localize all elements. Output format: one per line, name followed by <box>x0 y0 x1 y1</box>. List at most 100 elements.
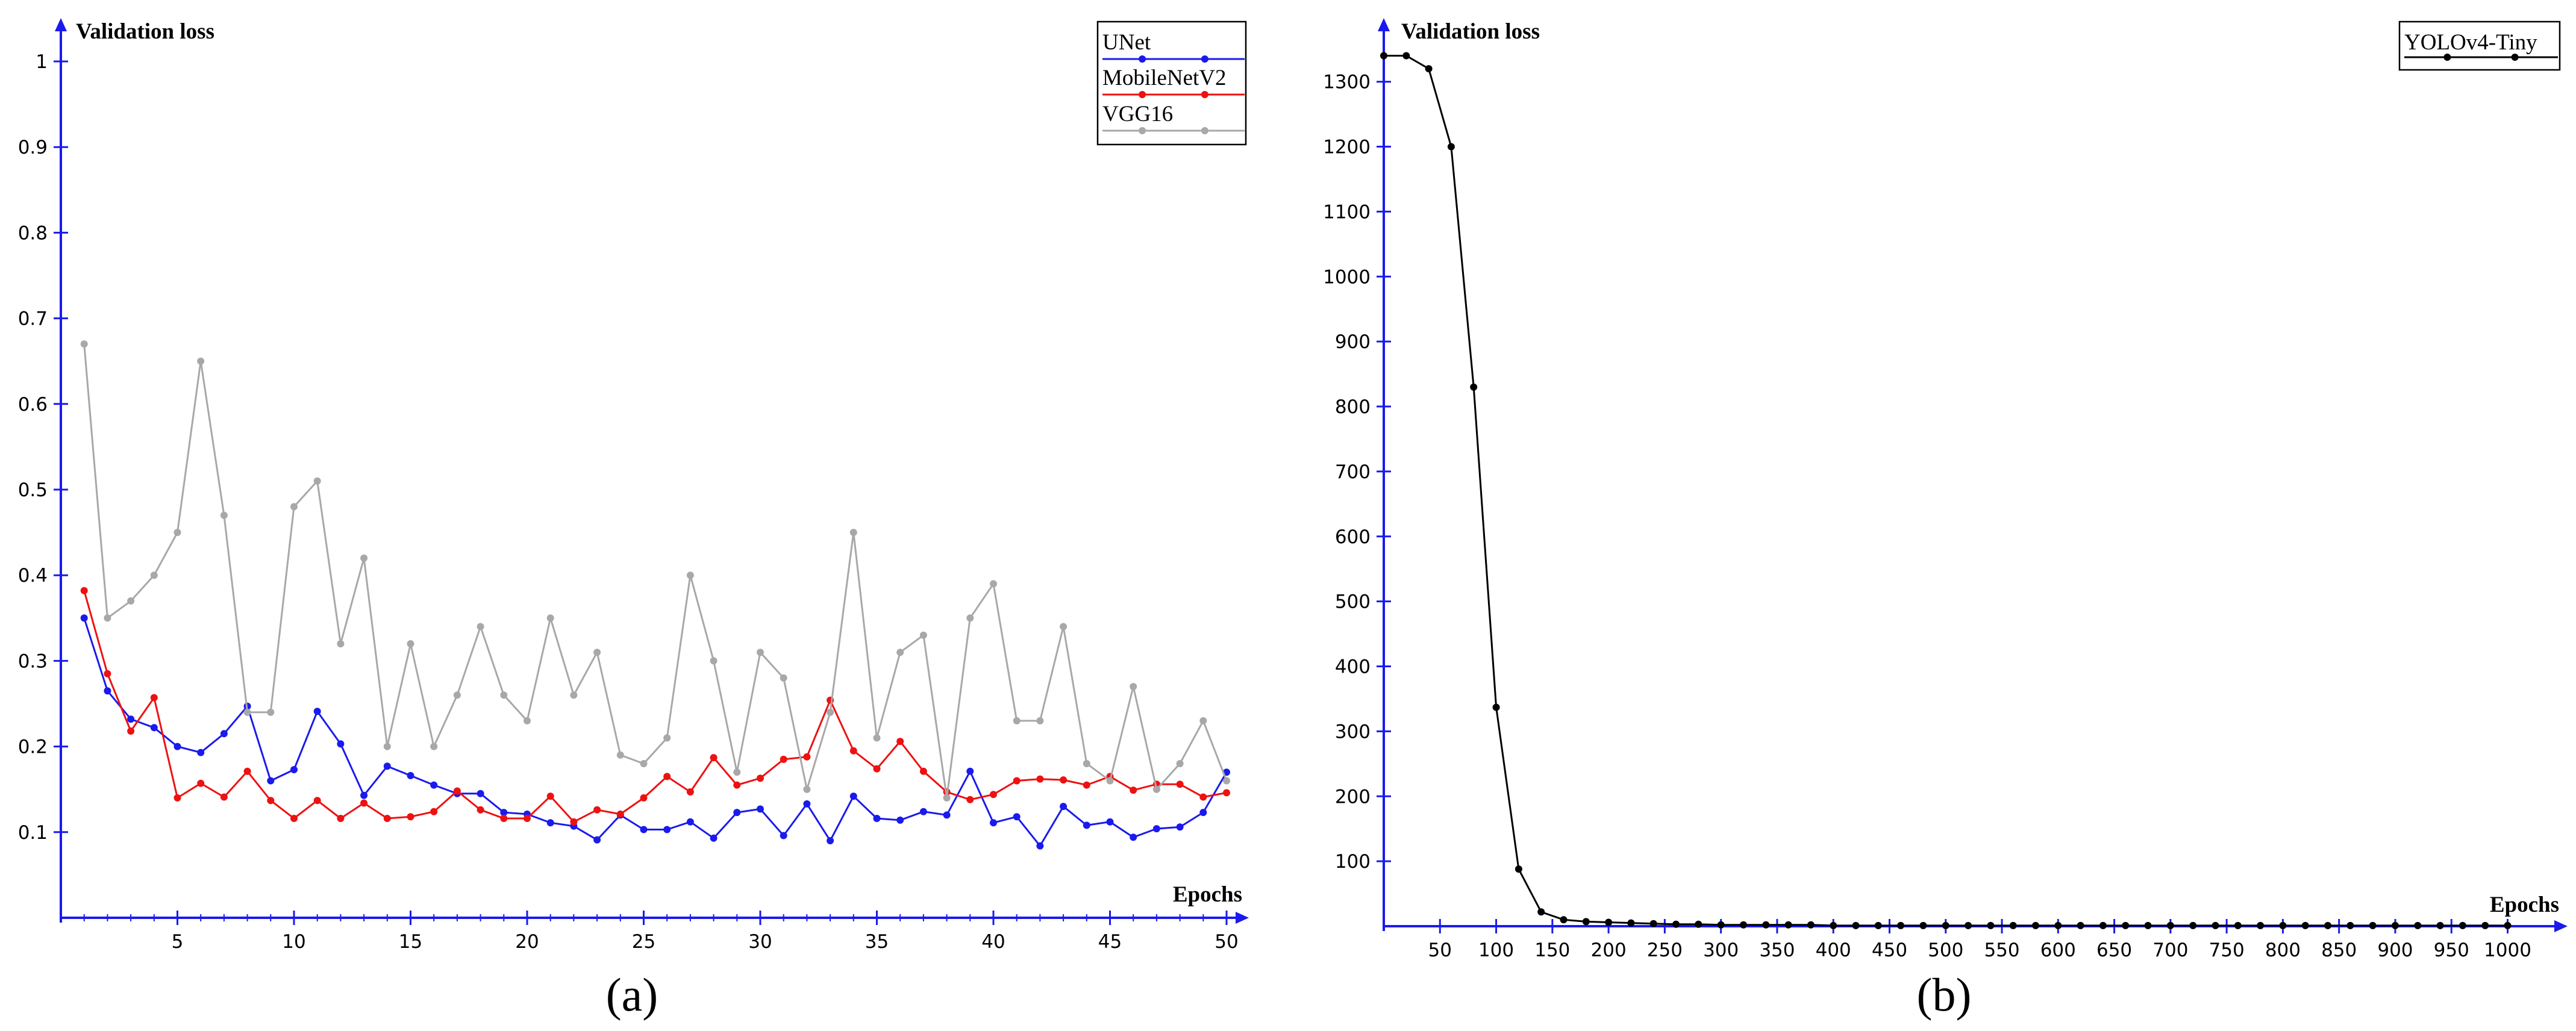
data-point-mobilenetv2 <box>500 815 508 822</box>
data-point-vgg16 <box>640 760 648 767</box>
data-point-yolov4-tiny <box>1447 143 1455 151</box>
legend-swatch-marker <box>1201 91 1208 98</box>
data-point-mobilenetv2 <box>243 767 251 775</box>
data-point-mobilenetv2 <box>780 755 787 763</box>
data-point-unet <box>663 826 671 833</box>
y-tick-label: 1000 <box>1323 266 1371 288</box>
data-point-vgg16 <box>546 614 554 622</box>
data-point-unet <box>1152 825 1160 833</box>
x-tick-label: 100 <box>1478 939 1514 961</box>
data-point-yolov4-tiny <box>1470 383 1478 391</box>
caption-a: (a) <box>606 968 658 1021</box>
data-point-unet <box>966 767 974 775</box>
data-point-yolov4-tiny <box>1515 865 1522 873</box>
data-point-unet <box>943 811 951 819</box>
x-tick-label: 500 <box>1928 939 1963 961</box>
legend-a-swatches <box>1102 55 1245 134</box>
data-point-mobilenetv2 <box>267 797 275 805</box>
legend-b-label-yolov4tiny: YOLOv4-Tiny <box>2404 30 2537 55</box>
data-point-vgg16 <box>477 623 484 631</box>
x-tick-label: 10 <box>282 931 305 953</box>
y-tick-label: 0.4 <box>18 565 48 587</box>
data-point-mobilenetv2 <box>524 815 531 822</box>
x-tick-label: 750 <box>2209 939 2245 961</box>
legend-b-swatches <box>2404 54 2558 61</box>
data-point-vgg16 <box>593 649 601 656</box>
legend-a: UNet MobileNetV2 VGG16 <box>1096 20 1247 146</box>
data-point-unet <box>197 749 205 756</box>
data-point-yolov4-tiny <box>2414 921 2422 929</box>
data-point-vgg16 <box>616 751 624 759</box>
data-point-unet <box>686 818 694 826</box>
data-point-yolov4-tiny <box>2032 921 2039 929</box>
data-point-unet <box>733 809 741 817</box>
data-point-vgg16 <box>500 691 508 699</box>
data-point-vgg16 <box>243 708 251 716</box>
y-tick-label: 1 <box>36 51 48 73</box>
x-tick-label: 800 <box>2265 939 2301 961</box>
data-point-mobilenetv2 <box>127 727 135 735</box>
data-point-unet <box>267 777 275 785</box>
data-point-mobilenetv2 <box>80 587 88 594</box>
data-point-mobilenetv2 <box>197 779 205 787</box>
data-point-vgg16 <box>733 768 741 776</box>
data-point-unet <box>104 687 111 695</box>
data-point-mobilenetv2 <box>546 793 554 800</box>
data-point-unet <box>1106 818 1114 826</box>
data-point-mobilenetv2 <box>453 787 461 795</box>
data-point-mobilenetv2 <box>383 815 391 822</box>
data-point-unet <box>757 805 764 813</box>
data-point-vgg16 <box>1060 623 1068 631</box>
y-tick-label: 0.8 <box>18 222 48 244</box>
data-point-unet <box>780 832 787 839</box>
data-point-mobilenetv2 <box>430 808 438 815</box>
data-point-vgg16 <box>1106 777 1114 785</box>
x-tick-label: 15 <box>399 931 422 953</box>
chart-b-xlabel: Epochs <box>2490 892 2559 917</box>
data-point-unet <box>827 837 834 844</box>
data-point-mobilenetv2 <box>313 797 321 805</box>
data-point-unet <box>127 715 135 723</box>
data-point-vgg16 <box>966 614 974 622</box>
y-tick-label: 800 <box>1335 396 1371 418</box>
x-axis-arrow-b <box>2554 920 2568 932</box>
data-point-yolov4-tiny <box>1965 921 1972 929</box>
data-point-mobilenetv2 <box>1036 775 1044 783</box>
y-tick-label: 700 <box>1335 461 1371 483</box>
y-tick-label: 300 <box>1335 721 1371 743</box>
legend-swatch-marker <box>1139 55 1146 63</box>
data-point-unet <box>500 809 508 817</box>
data-point-yolov4-tiny <box>1627 919 1635 927</box>
data-point-yolov4-tiny <box>2144 921 2152 929</box>
data-point-unet <box>477 790 484 797</box>
series-b <box>1380 52 2512 929</box>
data-point-unet <box>1199 809 1207 817</box>
data-point-yolov4-tiny <box>1402 52 1410 60</box>
data-point-vgg16 <box>383 743 391 750</box>
data-point-mobilenetv2 <box>849 747 857 755</box>
data-point-unet <box>150 724 158 732</box>
data-point-vgg16 <box>686 572 694 579</box>
y-tick-label: 100 <box>1335 851 1371 873</box>
series-line-yolov4-tiny <box>1384 55 2508 927</box>
chart-a-xlabel: Epochs <box>1173 882 1242 907</box>
y-tick-label: 0.9 <box>18 137 48 158</box>
x-tick-label: 25 <box>632 931 655 953</box>
data-point-mobilenetv2 <box>1013 777 1021 785</box>
x-tick-label: 350 <box>1759 939 1795 961</box>
x-tick-label: 300 <box>1703 939 1739 961</box>
chart-panel-b: Validation loss Epochs 50 100 150 200 250 300… <box>1323 18 2568 1021</box>
data-point-yolov4-tiny <box>1987 921 1995 929</box>
data-point-mobilenetv2 <box>733 781 741 789</box>
y-tick-label: 500 <box>1335 591 1371 613</box>
data-point-unet <box>313 708 321 715</box>
data-point-unet <box>220 730 228 738</box>
data-point-unet <box>873 815 881 822</box>
legend-b-box <box>2398 20 2561 71</box>
data-point-vgg16 <box>873 734 881 742</box>
y-tick-label: 600 <box>1335 526 1371 548</box>
y-axis-arrow-a <box>55 18 67 31</box>
data-point-unet <box>360 791 368 799</box>
data-point-yolov4-tiny <box>2257 921 2265 929</box>
